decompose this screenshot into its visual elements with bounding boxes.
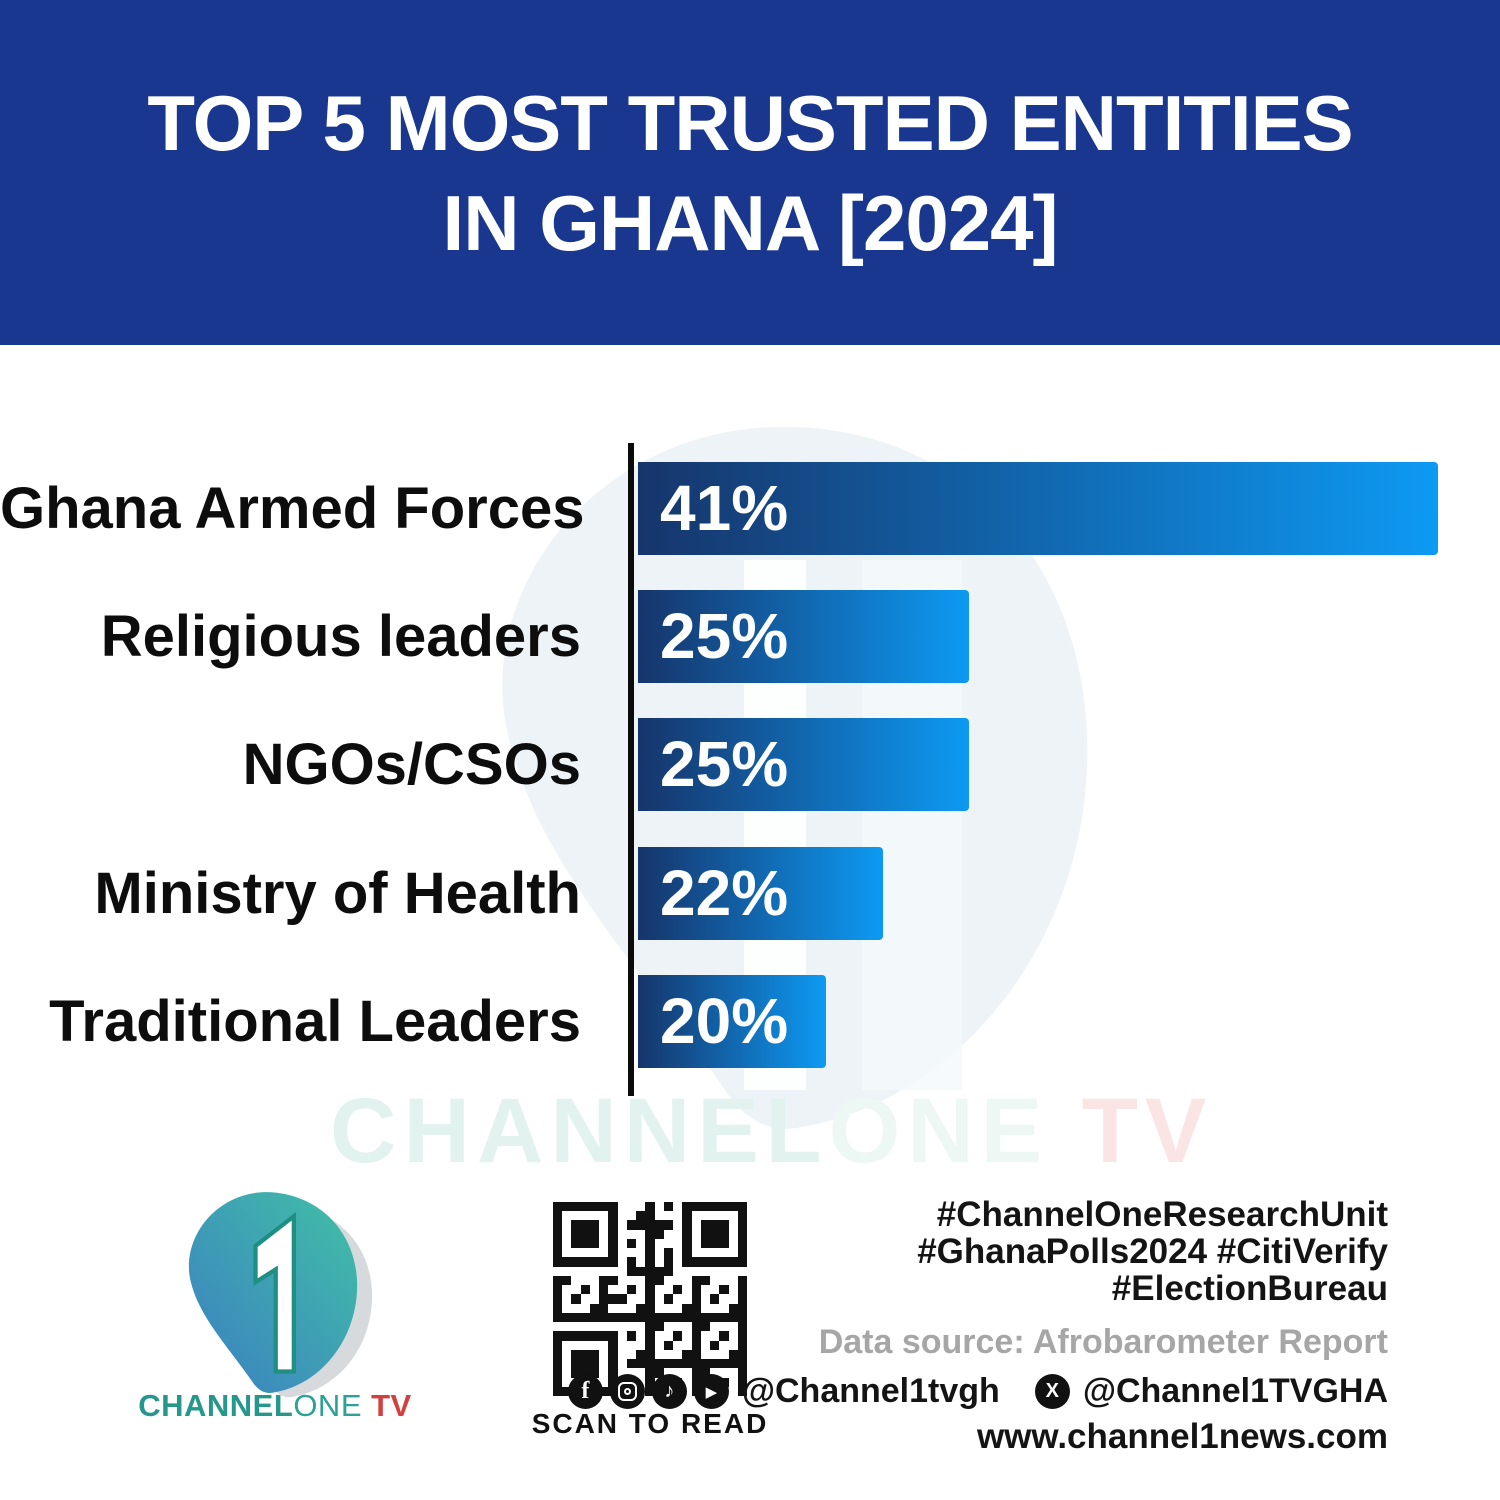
bar-label: Ministry of Health [94, 861, 581, 926]
social-row: f ♪ ▶ @Channel1tvgh X @Channel1TVGHA [567, 1372, 1388, 1411]
channel-one-tv-logo [188, 1192, 373, 1398]
bar-label: Religious leaders [100, 604, 581, 669]
qr-caption: SCAN TO READ [531, 1408, 769, 1439]
logo-wordmark-channel: CHANNEL [138, 1388, 294, 1423]
footer-right-column: #ChannelOneResearchUnit #GhanaPolls2024 … [567, 1195, 1388, 1457]
logo-wordmark: CHANNELONE TV [135, 1388, 415, 1424]
bar-ngos-csos: 25% [638, 718, 969, 811]
bar-value: 22% [660, 857, 789, 929]
logo-wordmark-one: ONE [293, 1388, 362, 1423]
bar-value: 41% [660, 472, 789, 544]
logo-wordmark-tv: TV [362, 1388, 412, 1423]
hashtag-line: #ElectionBureau [1111, 1269, 1388, 1308]
hashtag-line: #ChannelOneResearchUnit [936, 1195, 1388, 1234]
page-title-line2: IN GHANA [2024] [442, 178, 1059, 267]
data-source-note: Data source: Afrobarometer Report [818, 1323, 1388, 1361]
qr-code [553, 1202, 747, 1396]
bar-ministry-of-health: 22% [638, 847, 883, 940]
bar-ghana-armed-forces: 41% [638, 462, 1438, 555]
x-icon: X [1034, 1374, 1070, 1409]
watermark-tv: TV [1049, 1080, 1214, 1182]
instagram-icon [609, 1374, 645, 1409]
bar-value: 25% [660, 728, 789, 800]
channel-one-tv-watermark: CHANNELONE TV [330, 1085, 1213, 1177]
bar-religious-leaders: 25% [638, 590, 969, 683]
social-handle-main: @Channel1tvgh [741, 1372, 1000, 1410]
website-url: www.channel1news.com [976, 1417, 1388, 1456]
social-handle-x: @Channel1TVGHA [1082, 1372, 1388, 1410]
watermark-channel: CHANNEL [330, 1080, 829, 1182]
tiktok-icon: ♪ [651, 1374, 687, 1409]
bar-label: NGOs/CSOs [242, 732, 581, 797]
logo-numeral-1 [253, 1211, 296, 1374]
chart-axis-line [628, 443, 634, 1096]
bar-label: Traditional Leaders [49, 989, 581, 1054]
logo-pin-shape [188, 1192, 358, 1393]
hashtag-line: #GhanaPolls2024 #CitiVerify [917, 1232, 1388, 1271]
page-title-line1: TOP 5 MOST TRUSTED ENTITIES [147, 78, 1353, 167]
header-banner: TOP 5 MOST TRUSTED ENTITIES IN GHANA [20… [0, 0, 1500, 345]
youtube-icon: ▶ [693, 1374, 729, 1409]
facebook-icon: f [567, 1374, 603, 1409]
bar-value: 25% [660, 600, 789, 672]
bar-traditional-leaders: 20% [638, 975, 826, 1068]
bar-label: Ghana Armed Forces [0, 476, 585, 541]
bar-value: 20% [660, 985, 789, 1057]
watermark-one: ONE [828, 1080, 1050, 1182]
